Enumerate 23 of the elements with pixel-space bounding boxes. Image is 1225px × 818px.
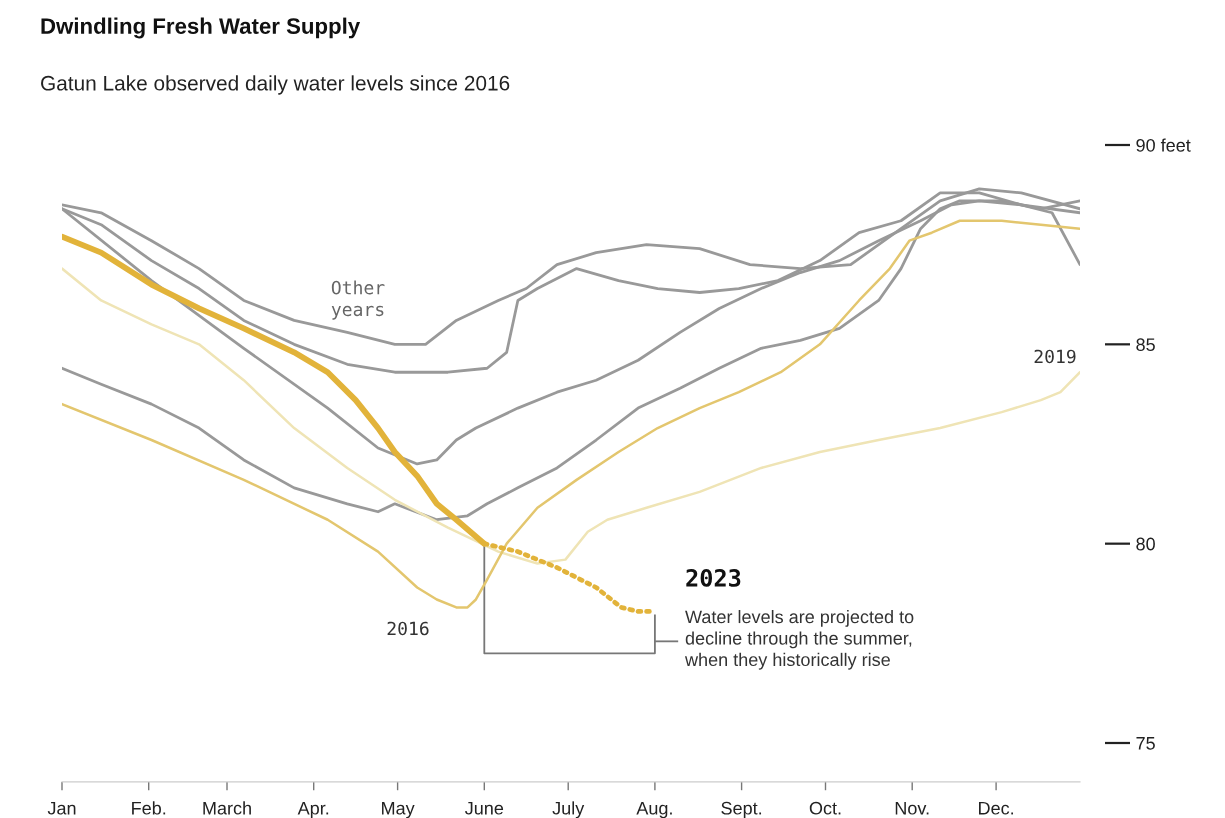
x-tick-label: Apr. (297, 802, 329, 818)
x-tick-label: Feb. (132, 801, 166, 815)
x-tick-label: Jan (47, 802, 76, 815)
annotation: 2019 (1034, 349, 1076, 364)
x-tick-label: June (465, 802, 504, 815)
x-tick-label: Nov. (895, 802, 929, 815)
annotation: 2023 (686, 568, 741, 587)
x-tick-label: March (203, 801, 251, 815)
x-tick-label: Oct. (809, 801, 841, 815)
x-tick-label: May (382, 802, 415, 818)
y-tick-label: 90 feet (1136, 138, 1191, 152)
y-tick-label: 80 (1136, 537, 1155, 551)
x-tick-label: July (552, 801, 585, 818)
x-tick-label: Aug. (636, 802, 672, 818)
chart-subtitle: Gatun Lake observed daily water levels since 2016 (41, 75, 510, 95)
annotation: Other years (331, 280, 385, 320)
y-tick-label: 75 (1136, 737, 1155, 750)
annotation: Water levels are projected to decline through the summer, when they historically rise (684, 610, 914, 670)
annotation: 2016 (387, 621, 429, 636)
chart-title: Dwindling Fresh Water Supply (41, 17, 361, 39)
x-tick-label: Sept. (721, 801, 762, 818)
y-tick-label: 85 (1136, 338, 1155, 352)
x-tick-label: Dec. (979, 802, 1014, 815)
